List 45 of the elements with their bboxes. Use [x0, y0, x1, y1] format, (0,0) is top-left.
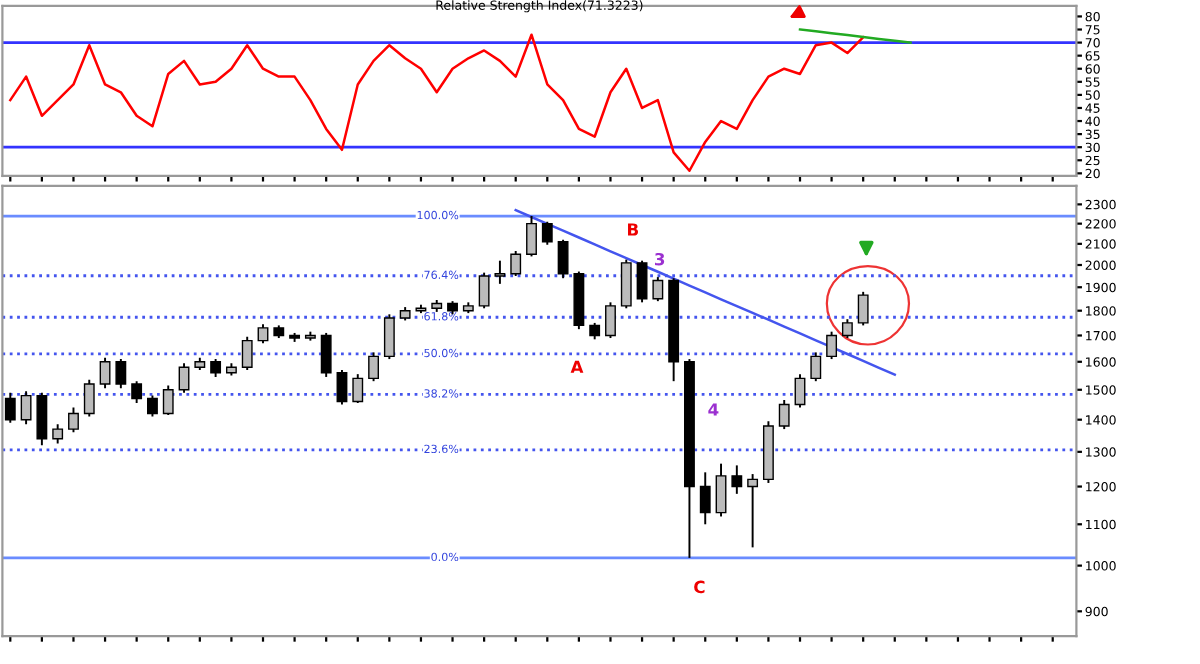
annotation: A [570, 360, 584, 373]
candlestick [36, 391, 48, 447]
candlestick [715, 462, 727, 518]
candlestick [131, 380, 143, 404]
candlestick [541, 220, 553, 246]
line-series [9, 33, 865, 172]
candlestick [494, 259, 506, 285]
candlestick [478, 271, 490, 310]
candlestick [510, 250, 522, 277]
candlestick [747, 473, 759, 549]
candlestick [605, 301, 616, 340]
candlestick [368, 351, 379, 383]
candlestick [826, 330, 838, 361]
candlestick [241, 335, 253, 371]
candlestick [620, 258, 632, 310]
candlestick [4, 391, 16, 424]
candlestick [52, 423, 64, 445]
candlestick [794, 373, 806, 409]
candlestick [68, 406, 79, 434]
candlestick [841, 318, 853, 340]
candlestick [352, 373, 364, 404]
candlestick [320, 331, 332, 378]
candlestick [526, 215, 537, 258]
candlestick [257, 323, 269, 345]
candlestick [99, 356, 111, 390]
candlestick [778, 399, 790, 431]
candlestick [557, 238, 569, 280]
candlestick [336, 369, 348, 406]
candlestick [857, 290, 869, 327]
candlestick [699, 471, 711, 526]
candlestick [20, 390, 32, 426]
line-series [798, 28, 912, 44]
candlestick [147, 394, 158, 418]
candlestick [83, 378, 95, 418]
annotation: B [628, 223, 639, 236]
candlestick [636, 259, 648, 304]
candlestick [115, 358, 127, 390]
annotation: 4 [708, 403, 719, 416]
candlestick [810, 351, 822, 383]
candlestick [652, 276, 664, 303]
annotation: C [694, 580, 705, 594]
annotation: 3 [655, 252, 665, 266]
candlestick [731, 464, 743, 495]
candlestick [162, 384, 174, 417]
candlestick [383, 313, 395, 361]
